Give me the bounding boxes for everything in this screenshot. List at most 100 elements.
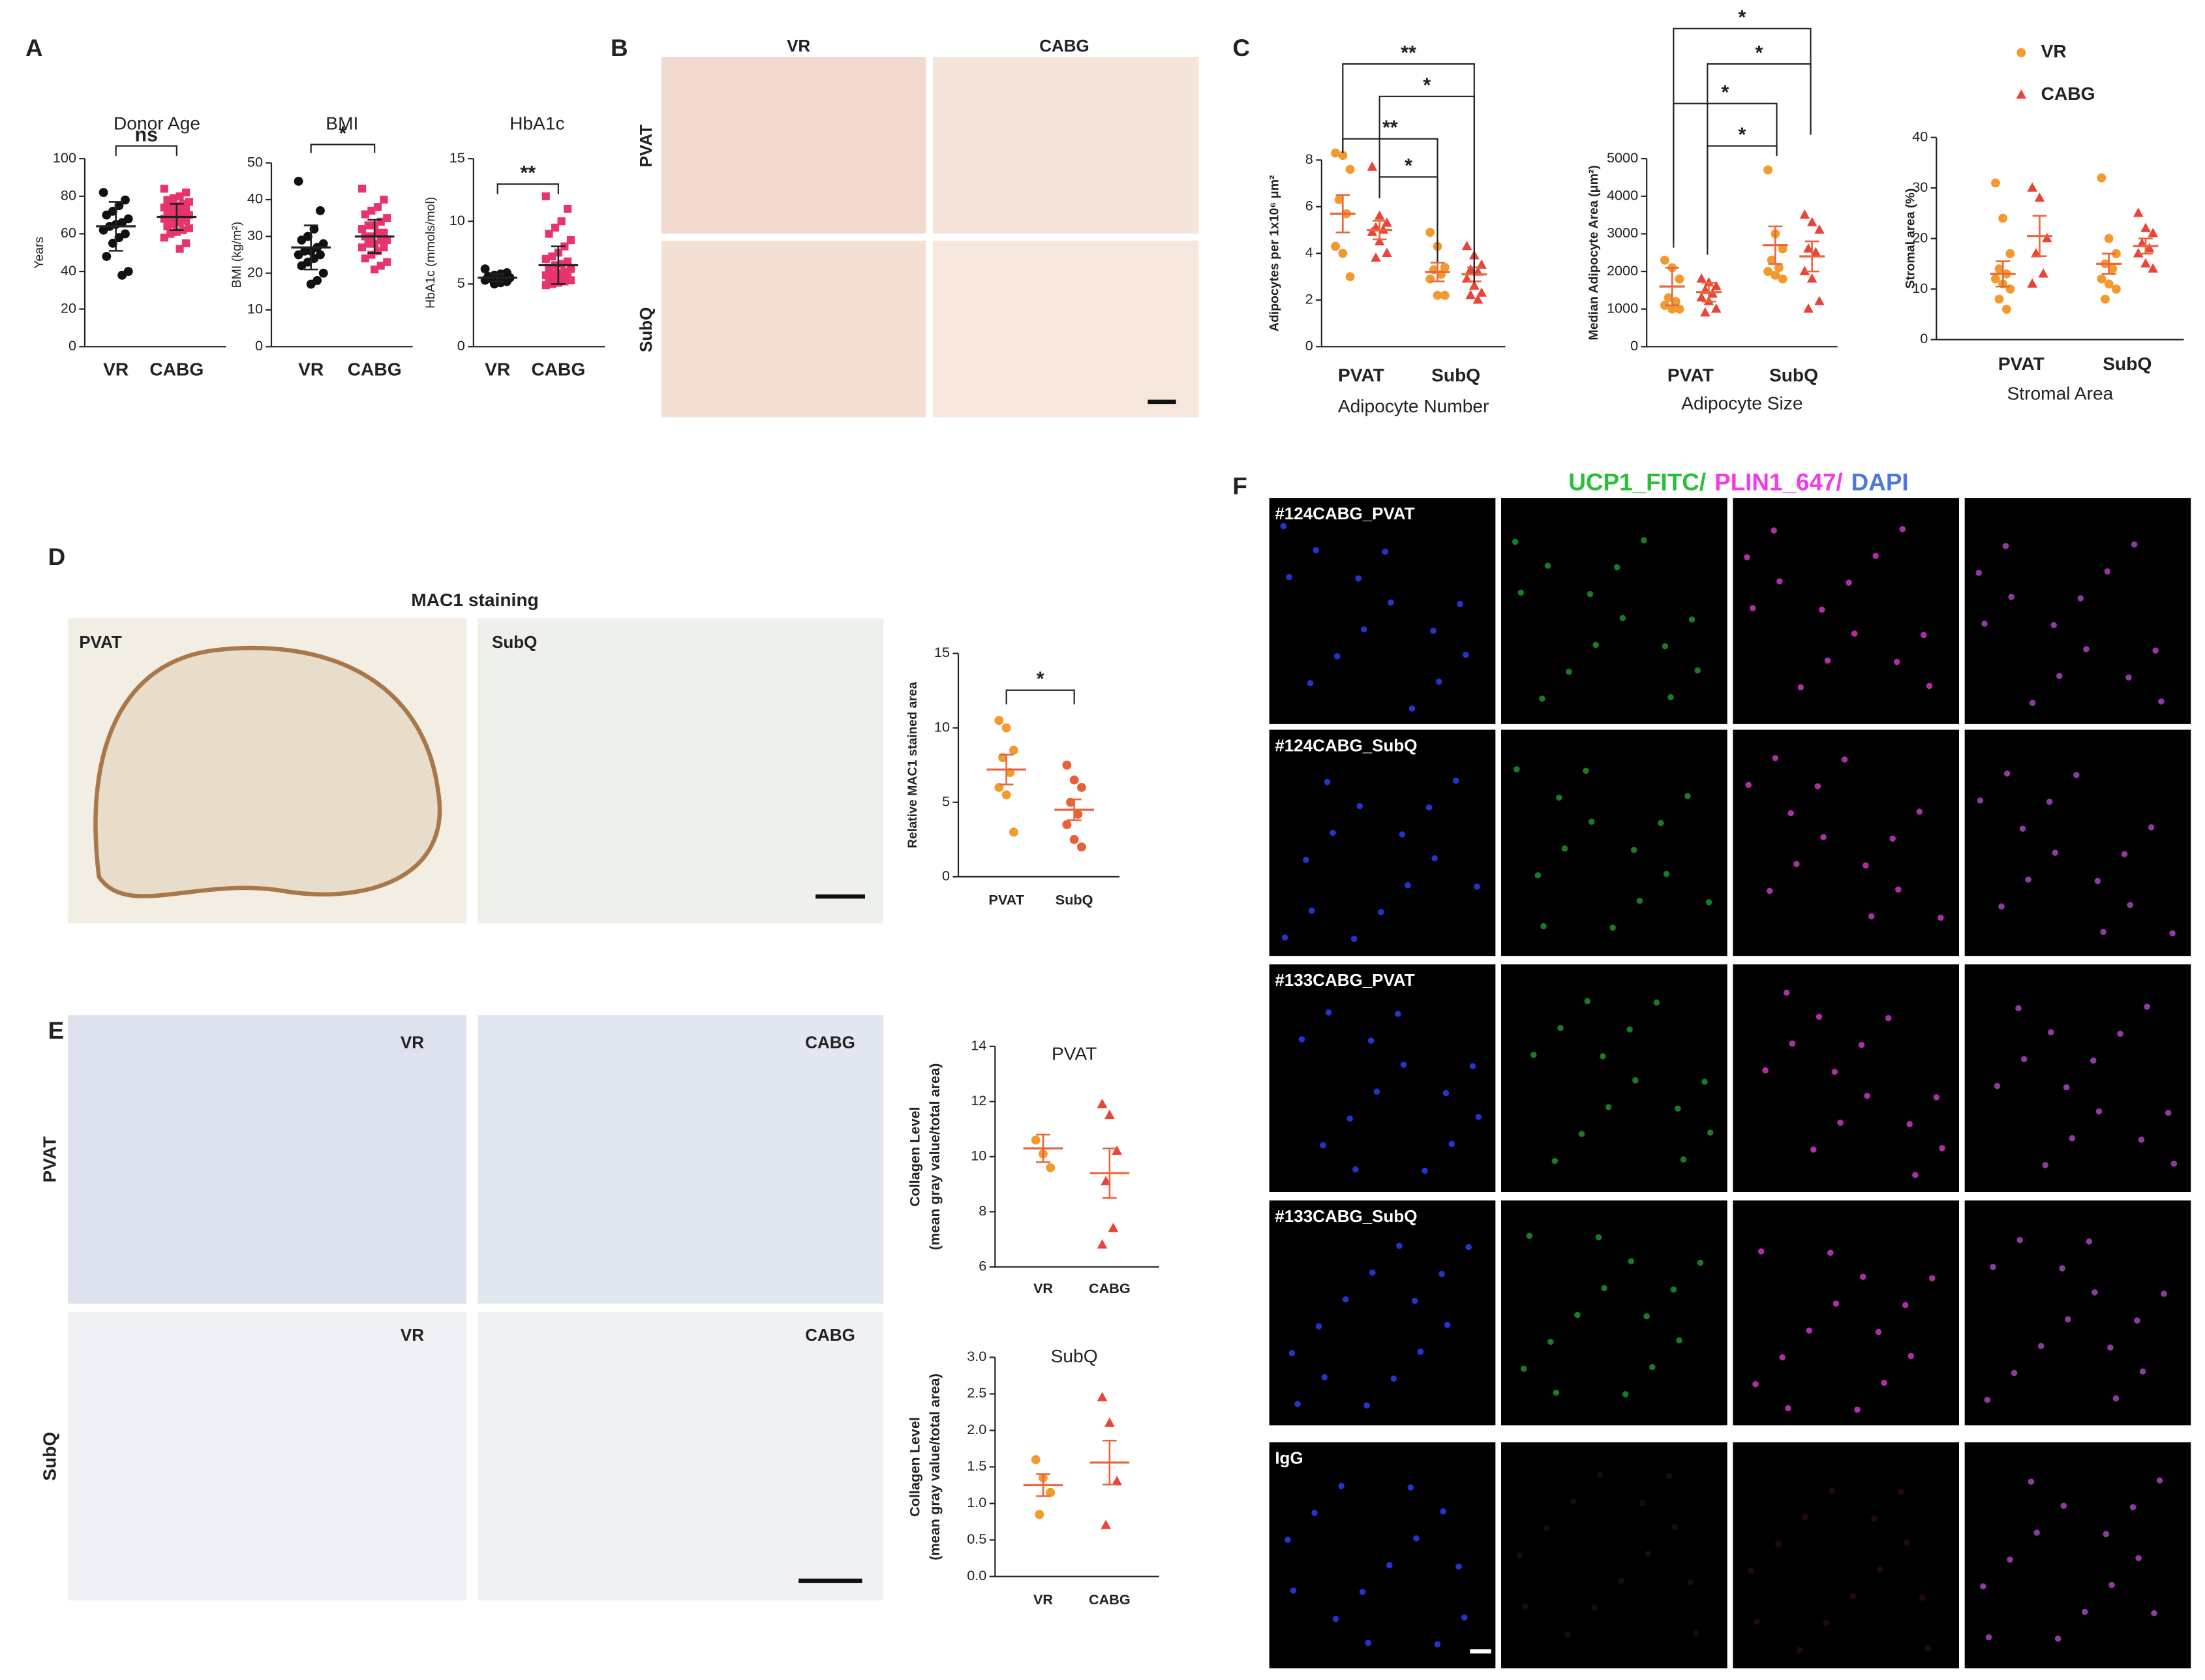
data-point xyxy=(380,196,388,204)
cell-signal xyxy=(1976,570,1983,576)
data-point xyxy=(1763,166,1772,175)
fluorescence-image xyxy=(1733,498,1959,724)
data-point xyxy=(1002,790,1011,799)
cell-signal xyxy=(2020,825,2026,832)
significance-bracket xyxy=(1343,139,1437,262)
data-point xyxy=(542,255,550,263)
y-tick-label: 3000 xyxy=(1607,224,1638,241)
cell-signal xyxy=(1689,617,1696,623)
data-point xyxy=(545,230,553,237)
y-tick-label: 1.5 xyxy=(967,1458,986,1474)
cell-signal xyxy=(1816,1014,1823,1020)
cell-signal xyxy=(1596,1234,1602,1241)
data-point xyxy=(2105,279,2114,288)
cell-signal xyxy=(2152,647,2159,654)
y-tick-label: 0 xyxy=(1920,330,1928,346)
cell-signal xyxy=(1557,1025,1564,1031)
cell-signal xyxy=(2131,542,2138,548)
cell-signal xyxy=(1827,1249,1834,1256)
x-tick-label: SubQ xyxy=(1056,891,1093,908)
fluorescence-image xyxy=(1501,730,1727,956)
y-tick-label: 10 xyxy=(247,301,263,317)
cell-signal xyxy=(1430,628,1437,634)
data-point xyxy=(1803,303,1814,313)
cell-signal xyxy=(1351,936,1358,942)
y-tick-label: 40 xyxy=(247,191,263,207)
y-tick-label: 15 xyxy=(449,149,465,166)
x-tick-label: CABG xyxy=(531,359,585,380)
cell-signal xyxy=(1618,1578,1624,1584)
image-label: CABG xyxy=(805,1325,855,1345)
channel-name: DAPI xyxy=(1851,468,1909,495)
cell-signal xyxy=(1872,553,1879,559)
y-tick-label: 10 xyxy=(449,212,465,228)
cell-signal xyxy=(1654,1000,1660,1006)
cell-signal xyxy=(1355,575,1361,582)
data-point xyxy=(2112,284,2121,294)
significance-bracket xyxy=(1707,146,1776,255)
cell-signal xyxy=(1535,872,1542,879)
y-tick-label: 8 xyxy=(979,1202,986,1219)
cell-signal xyxy=(1820,834,1827,840)
cell-signal xyxy=(1666,1473,1673,1480)
data-point xyxy=(358,185,366,192)
x-tick-label: CABG xyxy=(1089,1280,1131,1296)
cell-signal xyxy=(2148,824,2155,831)
cell-signal xyxy=(1307,680,1314,686)
cell-signal xyxy=(1939,1145,1945,1152)
significance-bracket xyxy=(311,145,375,153)
cell-signal xyxy=(1465,1244,1472,1251)
data-point xyxy=(160,185,168,192)
cell-signal xyxy=(1516,1552,1523,1559)
image xyxy=(478,1015,883,1304)
data-point xyxy=(2133,248,2144,257)
cell-signal xyxy=(2052,849,2059,856)
cell-signal xyxy=(1622,1391,1629,1397)
column-label: VR xyxy=(787,36,810,55)
cell-signal xyxy=(1333,1616,1339,1623)
data-point xyxy=(1077,842,1086,851)
image xyxy=(933,241,1198,418)
fluorescence-image xyxy=(1501,1443,1727,1669)
data-point xyxy=(542,192,550,200)
cell-signal xyxy=(1693,1630,1699,1636)
data-point xyxy=(1382,248,1392,257)
legend-marker xyxy=(2016,48,2026,57)
cell-signal xyxy=(1566,669,1572,675)
data-point xyxy=(294,251,303,260)
significance-label: * xyxy=(1405,155,1412,177)
data-point xyxy=(2148,263,2158,272)
data-point xyxy=(1035,1510,1044,1519)
cell-signal xyxy=(1628,1258,1635,1264)
cell-signal xyxy=(1413,1535,1420,1542)
x-tick-label: VR xyxy=(298,359,324,380)
cell-signal xyxy=(1829,1487,1835,1493)
cell-signal xyxy=(2113,1396,2120,1402)
cell-signal xyxy=(1360,1589,1366,1595)
cell-signal xyxy=(1552,1158,1559,1165)
data-point xyxy=(1009,746,1018,755)
cell-signal xyxy=(2157,1477,2163,1484)
y-tick-label: 50 xyxy=(247,153,263,170)
cell-signal xyxy=(1583,768,1589,774)
y-tick-label: 40 xyxy=(61,262,76,279)
data-point xyxy=(1070,776,1079,785)
data-point xyxy=(1696,273,1707,283)
cell-signal xyxy=(1330,830,1336,836)
row-label: #124CABG_PVAT xyxy=(1275,504,1414,523)
cell-signal xyxy=(2003,543,2009,549)
y-tick-label: 0 xyxy=(68,337,76,354)
cell-signal xyxy=(1917,808,1923,815)
y-tick-label: 6 xyxy=(979,1258,986,1274)
fluorescence-image xyxy=(1965,498,2191,724)
cell-signal xyxy=(1772,755,1779,761)
channel-name: UCP1_FITC/ xyxy=(1568,468,1706,495)
cell-signal xyxy=(1810,1146,1817,1153)
data-point xyxy=(1700,307,1711,316)
cell-signal xyxy=(2073,772,2080,778)
cell-signal xyxy=(2008,594,2015,600)
data-point xyxy=(1675,275,1684,284)
cell-signal xyxy=(1444,1322,1451,1328)
cell-signal xyxy=(1643,1313,1650,1320)
y-axis-label: Relative MAC1 stained area xyxy=(905,682,920,848)
